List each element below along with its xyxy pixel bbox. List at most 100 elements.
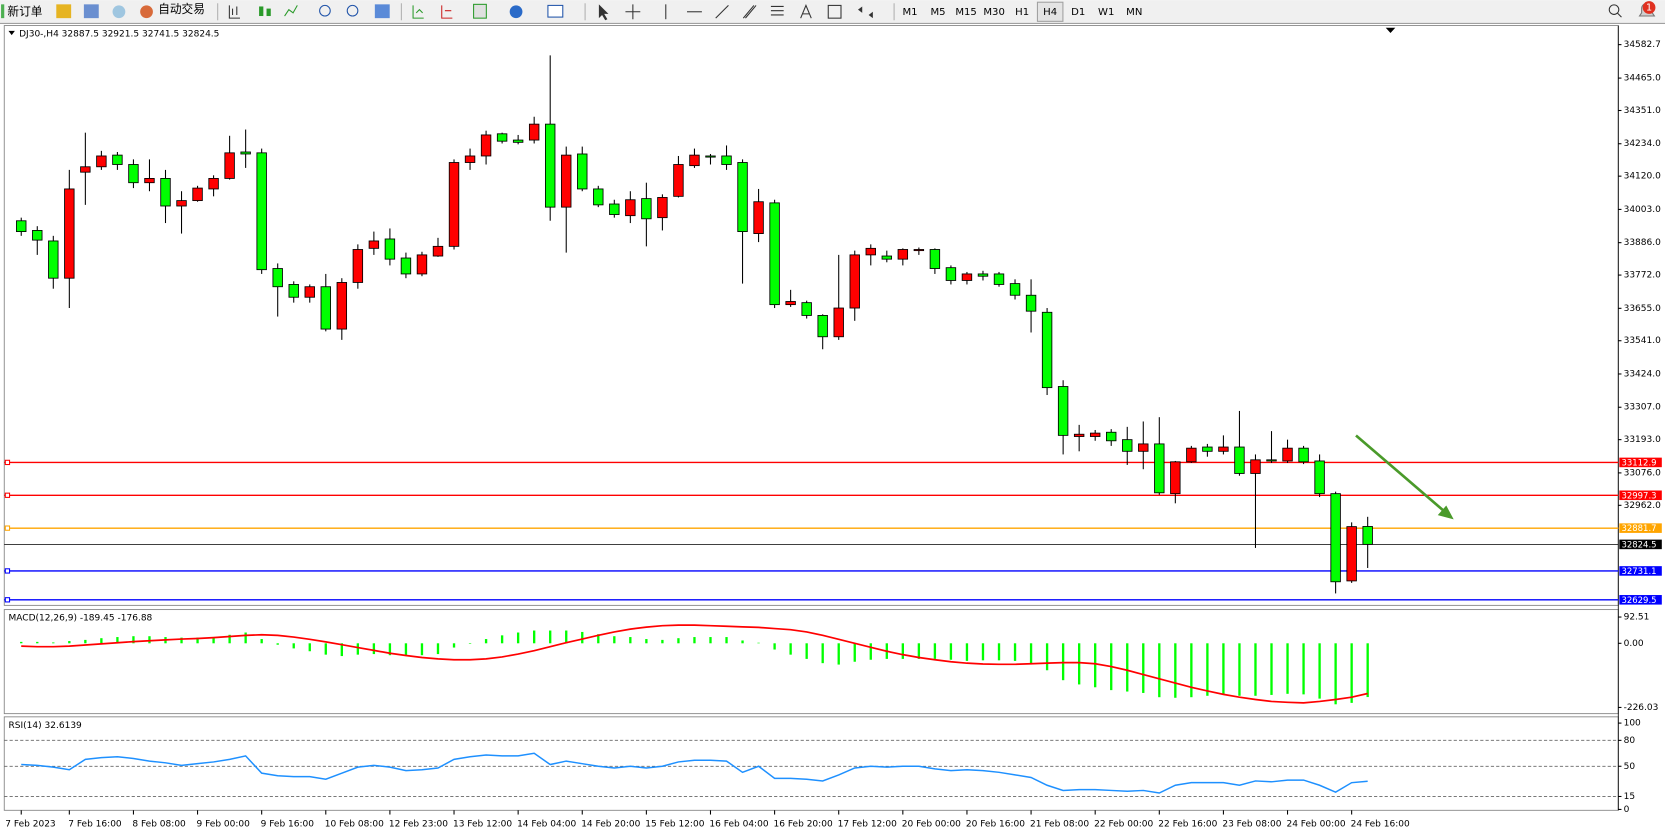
- candle-body: [1170, 461, 1181, 495]
- x-tick-label: 8 Feb 08:00: [132, 820, 186, 830]
- candle-body: [1073, 433, 1085, 437]
- auto-trading-button[interactable]: 自动交易: [158, 2, 205, 16]
- timeframe-button[interactable]: W1: [1098, 7, 1114, 18]
- candle-body: [64, 188, 75, 279]
- timeframe-button[interactable]: H4: [1043, 7, 1057, 18]
- cursor-tool[interactable]: [598, 4, 609, 21]
- x-tick-label: 20 Feb 00:00: [902, 820, 961, 830]
- zoom-out[interactable]: [346, 4, 359, 17]
- candle-body: [817, 315, 828, 338]
- text-tool[interactable]: [800, 4, 812, 19]
- timeframe-button[interactable]: M15: [955, 7, 977, 18]
- y-tick-label: 34465.0: [1624, 74, 1662, 84]
- candle-body: [849, 254, 860, 309]
- icon[interactable]: [259, 6, 264, 17]
- y-tick-label: 33424.0: [1624, 369, 1662, 379]
- timeframe-button[interactable]: H1: [1015, 7, 1029, 18]
- candle-body: [1282, 447, 1293, 462]
- candle-body: [753, 201, 764, 234]
- y-tick-label: 0: [1624, 805, 1630, 815]
- candle-body: [288, 284, 299, 298]
- timeframe-button[interactable]: M5: [930, 7, 945, 18]
- crosshair-tool[interactable]: [625, 4, 641, 20]
- icon[interactable]: [228, 5, 240, 19]
- candle-body: [1106, 431, 1117, 442]
- candle-body: [432, 245, 444, 257]
- timeframe-button[interactable]: M30: [983, 7, 1005, 18]
- icon[interactable]: [473, 3, 487, 19]
- x-tick-label: 15 Feb 12:00: [645, 820, 704, 830]
- candle-body: [961, 273, 973, 281]
- candle-body: [1218, 446, 1229, 452]
- icon[interactable]: [266, 8, 271, 17]
- candle-body: [528, 123, 540, 141]
- icon[interactable]: [374, 4, 390, 19]
- candle-body: [865, 247, 876, 256]
- icon[interactable]: [284, 5, 298, 17]
- y-tick-label: 33076.0: [1624, 468, 1662, 478]
- candle-body: [785, 301, 796, 306]
- candle-body: [1346, 526, 1357, 582]
- channel-tool[interactable]: [742, 5, 757, 19]
- candle-body: [128, 164, 139, 184]
- zoom-in[interactable]: [319, 4, 331, 17]
- trendline-tool[interactable]: [715, 5, 729, 19]
- candle-body: [368, 240, 380, 249]
- timeframe-button[interactable]: D1: [1071, 7, 1085, 18]
- candle-body: [897, 249, 909, 260]
- candle-body: [945, 267, 957, 281]
- notification-badge[interactable]: [1642, 1, 1656, 14]
- y-tick-label: 34003.0: [1624, 205, 1662, 215]
- price-tag: [1619, 539, 1662, 550]
- candle-body: [96, 155, 107, 168]
- icon[interactable]: [83, 4, 99, 19]
- icon[interactable]: [509, 5, 523, 19]
- toolbar: 新订单 自动交易 M1 M5 M15 M30 H1 H4 D1 W1 MN: [0, 0, 1665, 24]
- x-tick-label: 7 Feb 16:00: [68, 820, 122, 830]
- candle-body: [977, 273, 989, 277]
- label-tool[interactable]: [827, 4, 842, 19]
- candle-body: [801, 302, 812, 316]
- candle-body: [80, 166, 91, 173]
- price-tag-label: 32824.5: [1621, 540, 1656, 550]
- x-tick-label: 7 Feb 2023: [5, 820, 56, 830]
- timeframe-button[interactable]: M1: [902, 7, 917, 18]
- x-tick-label: 9 Feb 16:00: [261, 820, 315, 830]
- icon[interactable]: [441, 5, 453, 19]
- notification-count: 1: [1646, 3, 1652, 14]
- timeframe-button[interactable]: MN: [1126, 7, 1142, 18]
- search[interactable]: [1608, 4, 1620, 15]
- x-tick-label: 21 Feb 08:00: [1030, 820, 1089, 830]
- y-tick-label: 15: [1624, 792, 1635, 802]
- y-tick-label: 33307.0: [1624, 403, 1662, 413]
- candle-body: [48, 240, 59, 279]
- x-tick-label: 22 Feb 00:00: [1094, 820, 1153, 830]
- new-order-button[interactable]: 新订单: [7, 4, 42, 18]
- icon[interactable]: [547, 4, 564, 18]
- candle-body: [16, 220, 27, 233]
- price-tag: [1619, 490, 1662, 501]
- candle-body: [480, 134, 492, 157]
- icon[interactable]: [56, 4, 72, 19]
- y-tick-label: 92.51: [1624, 613, 1650, 623]
- level-handle: [4, 525, 11, 531]
- icon[interactable]: [140, 5, 153, 19]
- x-tick-label: 22 Feb 16:00: [1158, 820, 1217, 830]
- price-tag-label: 32731.1: [1621, 567, 1656, 577]
- icon[interactable]: [412, 5, 424, 19]
- candle-body: [512, 139, 524, 143]
- price-tag-label: 32629.5: [1621, 596, 1656, 606]
- x-tick-label: 16 Feb 20:00: [774, 820, 833, 830]
- candle-body: [544, 123, 556, 208]
- level-handle: [4, 597, 11, 603]
- search[interactable]: [1616, 12, 1622, 18]
- arrows-tool[interactable]: [857, 6, 873, 19]
- candle-body: [1330, 493, 1341, 583]
- price-tag: [1619, 523, 1662, 533]
- candle-body: [256, 152, 267, 271]
- price-tag-label: 32997.3: [1621, 491, 1656, 501]
- candle-body: [32, 230, 43, 241]
- fibo-tool[interactable]: [770, 5, 784, 16]
- icon[interactable]: [112, 5, 126, 19]
